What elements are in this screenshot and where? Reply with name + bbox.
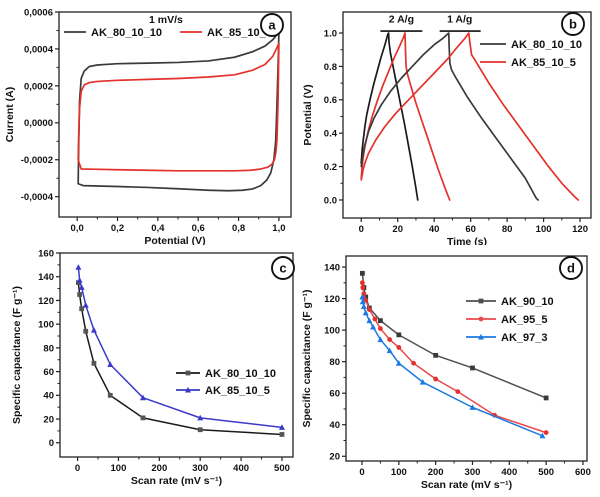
svg-text:400: 400 [501, 467, 517, 478]
svg-text:1 A/g: 1 A/g [447, 14, 472, 26]
svg-text:300: 300 [192, 463, 208, 474]
svg-text:60: 60 [43, 367, 54, 378]
svg-text:0: 0 [359, 224, 364, 235]
svg-text:AK_85_10_5: AK_85_10_5 [207, 27, 272, 39]
svg-text:80: 80 [502, 224, 513, 235]
svg-text:Current (A): Current (A) [4, 87, 16, 142]
svg-text:0: 0 [75, 463, 80, 474]
svg-text:20: 20 [392, 224, 403, 235]
svg-text:60: 60 [465, 224, 476, 235]
svg-text:AK_95_5: AK_95_5 [501, 314, 547, 326]
svg-text:1.0: 1.0 [324, 28, 337, 39]
svg-text:-0,0004: -0,0004 [21, 192, 54, 203]
panel-d: 0 100 200 300 400 500 600 20 40 60 80 100 120 140 Scan… [300, 245, 600, 497]
svg-text:120: 120 [324, 294, 340, 305]
svg-text:80: 80 [43, 343, 54, 354]
svg-text:40: 40 [329, 420, 340, 431]
svg-text:AK_80_10_10: AK_80_10_10 [91, 27, 162, 39]
capacitance-chart-ak90-95-97: 0 100 200 300 400 500 600 20 40 60 80 100 120 140 Scan… [301, 255, 591, 491]
svg-text:140: 140 [38, 272, 54, 283]
svg-text:20: 20 [329, 452, 340, 463]
svg-text:0,6: 0,6 [192, 223, 205, 234]
panel-b: 0 20 40 60 80 100 120 0.0 0.2 0.4 0.6 0.8 1.0 Time (s… [300, 0, 600, 245]
svg-text:0: 0 [49, 438, 54, 449]
svg-text:Scan rate (mV s⁻¹): Scan rate (mV s⁻¹) [421, 479, 512, 491]
svg-text:300: 300 [465, 467, 481, 478]
svg-text:160: 160 [38, 248, 54, 259]
svg-text:400: 400 [233, 463, 249, 474]
svg-text:0,0006: 0,0006 [24, 7, 53, 18]
svg-text:Potential (V): Potential (V) [144, 235, 205, 245]
svg-text:AK_80_10_10: AK_80_10_10 [205, 368, 276, 380]
svg-text:0,0: 0,0 [71, 223, 84, 234]
svg-text:0,0000: 0,0000 [24, 118, 53, 129]
svg-text:c: c [279, 261, 286, 276]
panel-c: 0 100 200 300 400 500 0 20 40 60 80 100 120 140 160 Sca… [0, 245, 300, 497]
svg-text:0: 0 [359, 467, 364, 478]
svg-text:AK_97_3: AK_97_3 [501, 332, 547, 344]
svg-text:0.8: 0.8 [324, 62, 337, 73]
svg-text:AK_90_10: AK_90_10 [501, 296, 554, 308]
svg-text:Time (s): Time (s) [447, 236, 487, 245]
svg-text:AK_80_10_10: AK_80_10_10 [511, 39, 582, 51]
svg-text:1 mV/s: 1 mV/s [149, 14, 183, 26]
svg-text:100: 100 [111, 463, 127, 474]
svg-text:40: 40 [43, 391, 54, 402]
svg-text:d: d [567, 261, 575, 276]
svg-text:20: 20 [43, 414, 54, 425]
svg-text:120: 120 [38, 296, 54, 307]
svg-text:0.0: 0.0 [324, 195, 337, 206]
svg-text:AK_85_10_5: AK_85_10_5 [511, 57, 576, 69]
svg-text:500: 500 [538, 467, 554, 478]
svg-text:500: 500 [274, 463, 290, 474]
svg-text:140: 140 [324, 262, 340, 273]
svg-text:200: 200 [428, 467, 444, 478]
svg-text:Specific capacitance (F g⁻¹): Specific capacitance (F g⁻¹) [301, 290, 313, 428]
svg-text:-0,0002: -0,0002 [21, 155, 53, 166]
svg-text:b: b [569, 17, 577, 32]
svg-text:100: 100 [324, 326, 340, 337]
svg-text:2 A/g: 2 A/g [389, 14, 414, 26]
svg-text:AK_85_10_5: AK_85_10_5 [205, 385, 270, 397]
svg-text:0.4: 0.4 [324, 129, 338, 140]
svg-text:Specific capacitance (F g⁻¹): Specific capacitance (F g⁻¹) [11, 286, 23, 424]
svg-text:100: 100 [536, 224, 552, 235]
svg-text:0,0002: 0,0002 [24, 81, 53, 92]
svg-text:0.2: 0.2 [324, 162, 337, 173]
gcd-chart: 0 20 40 60 80 100 120 0.0 0.2 0.4 0.6 0.8 1.0 Time (s… [302, 11, 592, 245]
svg-text:0.6: 0.6 [324, 95, 337, 106]
svg-text:0,0004: 0,0004 [24, 44, 54, 55]
svg-text:40: 40 [429, 224, 440, 235]
capacitance-chart-ak80-ak85: 0 100 200 300 400 500 0 20 40 60 80 100 120 140 160 Sca… [11, 248, 295, 487]
svg-text:80: 80 [329, 357, 340, 368]
svg-text:Scan rate (mV s⁻¹): Scan rate (mV s⁻¹) [131, 475, 222, 487]
svg-text:100: 100 [38, 320, 54, 331]
svg-text:200: 200 [151, 463, 167, 474]
svg-text:0,4: 0,4 [151, 223, 165, 234]
cv-chart: 0,0 0,2 0,4 0,6 0,8 1,0 0,0006 0,0004 0,0002 0,00… [4, 7, 292, 245]
svg-text:1,0: 1,0 [272, 223, 285, 234]
svg-text:0,2: 0,2 [111, 223, 124, 234]
svg-text:60: 60 [329, 389, 340, 400]
svg-text:0,8: 0,8 [232, 223, 245, 234]
panel-a: 0,0 0,2 0,4 0,6 0,8 1,0 0,0006 0,0004 0,0002 0,00… [0, 0, 300, 245]
svg-text:Potential (V): Potential (V) [302, 84, 314, 145]
svg-text:100: 100 [391, 467, 407, 478]
svg-text:a: a [268, 18, 276, 33]
svg-text:120: 120 [572, 224, 588, 235]
svg-text:600: 600 [575, 467, 591, 478]
